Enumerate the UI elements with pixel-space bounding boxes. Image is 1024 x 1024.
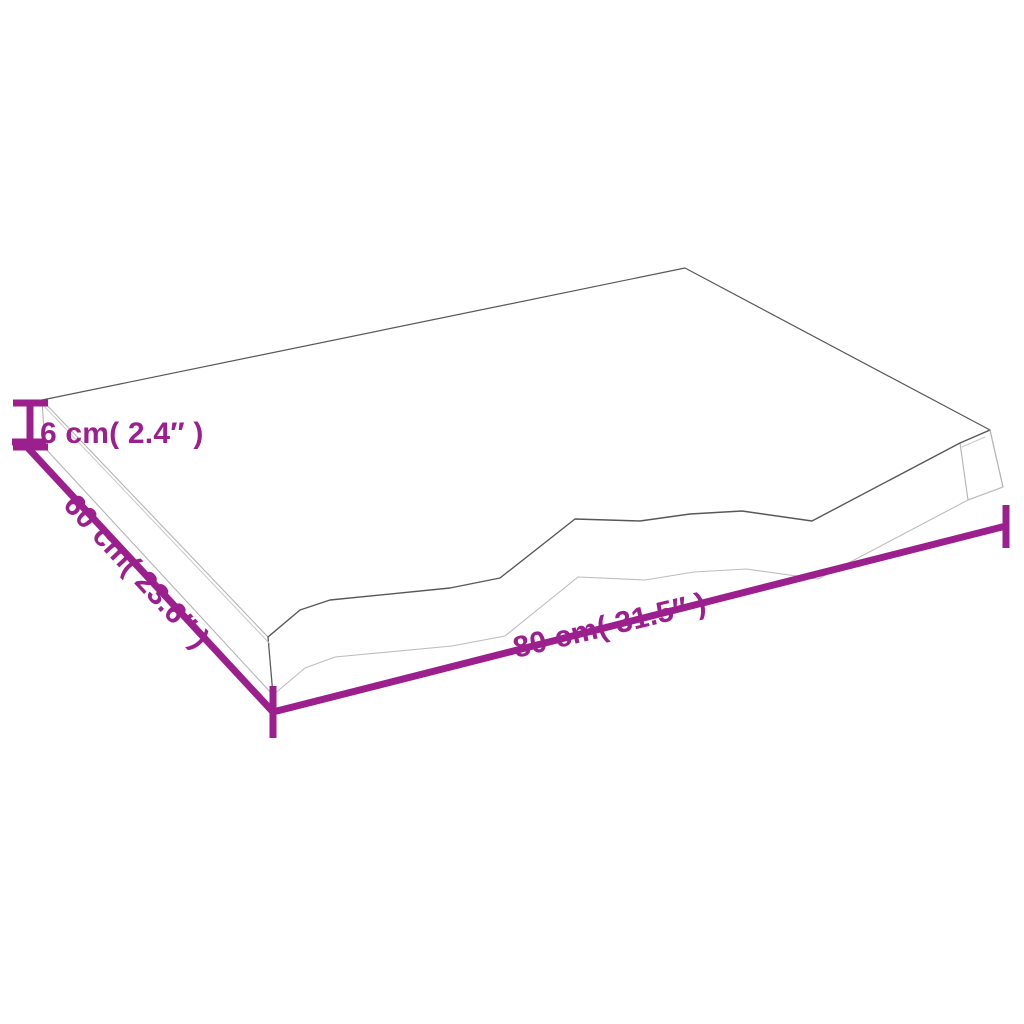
live-edge-front-profile (267, 429, 991, 638)
height-dimension-label: 6 cm( 2.4″ ) (40, 417, 204, 450)
inner-bevel-right (961, 436, 986, 448)
height-dimension: 6 cm( 2.4″ ) (13, 399, 204, 451)
table-back-edge-outline (41, 267, 991, 431)
table-top-surface (42, 268, 990, 637)
depth-dimension-line (25, 445, 276, 715)
width-dimension-label: 80 cm( 31.5″ ) (510, 587, 710, 665)
width-dimension-line (272, 522, 1007, 716)
product-illustration (41, 267, 1004, 696)
front-right-corner-edge (989, 429, 1004, 488)
inner-bevel-left (44, 406, 271, 645)
front-left-corner-edge (267, 636, 274, 696)
